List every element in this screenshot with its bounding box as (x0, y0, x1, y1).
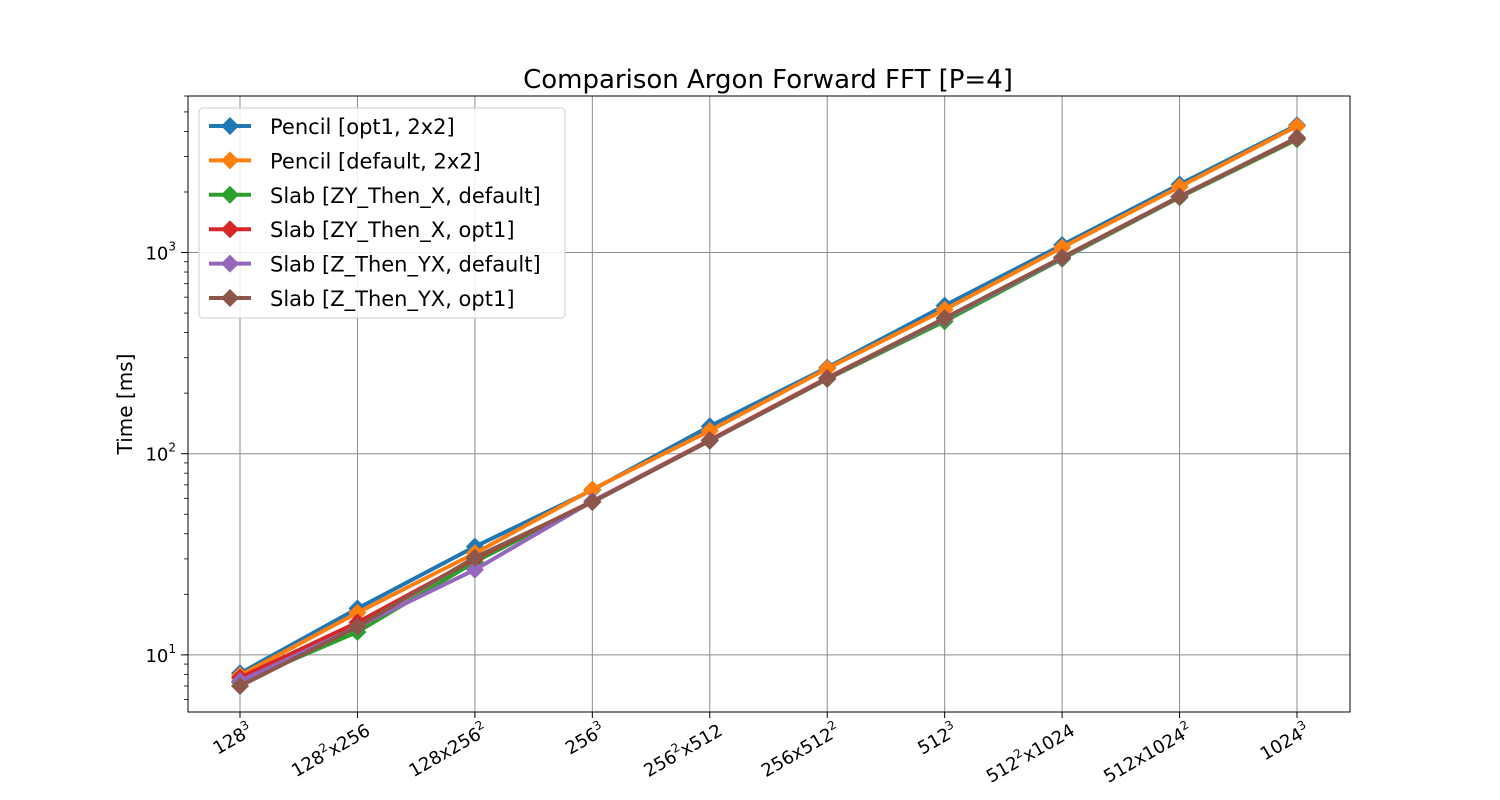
data-point-marker (1053, 248, 1072, 267)
legend-item: Slab [ZY_Then_X, default] (209, 184, 541, 209)
chart-title: Comparison Argon Forward FFT [P=4] (523, 65, 1013, 95)
legend-swatch-marker (221, 185, 239, 204)
plot-area (187, 95, 1351, 713)
data-point-marker (818, 359, 837, 378)
legend-item: Pencil [opt1, 2x2] (209, 115, 455, 139)
y-tick-label: 101 (145, 642, 176, 667)
data-point-marker (231, 677, 249, 696)
series-6 (231, 128, 1306, 696)
data-point-marker (1170, 177, 1189, 196)
data-point-marker (818, 369, 837, 388)
legend-label: Slab [Z_Then_YX, opt1] (270, 287, 515, 312)
data-point-marker (583, 493, 602, 512)
series-line (239, 124, 1298, 678)
legend-label: Slab [Z_Then_YX, default] (270, 253, 541, 278)
series-line (239, 135, 1298, 688)
data-point-marker (700, 421, 719, 440)
legend-swatch-marker (221, 117, 239, 135)
legend-item: Slab [Z_Then_YX, opt1] (209, 287, 515, 312)
data-point-marker (1053, 238, 1072, 257)
legend-swatch-marker (221, 151, 239, 170)
data-point-marker (700, 431, 719, 450)
series-line (239, 123, 1298, 676)
legend-item: Slab [Z_Then_YX, default] (209, 253, 541, 278)
legend-swatch-marker (221, 254, 239, 273)
legend-item: Slab [ZY_Then_X, opt1] (209, 218, 515, 243)
y-tick-label: 102 (145, 441, 176, 466)
data-point-marker (583, 480, 602, 499)
series-layer (231, 116, 1306, 696)
data-point-marker (465, 548, 484, 567)
data-point-marker (935, 309, 954, 328)
legend-label: Slab [ZY_Then_X, opt1] (270, 218, 515, 243)
data-point-marker (348, 603, 367, 622)
legend-swatch-marker (221, 220, 239, 239)
legend-box (198, 107, 566, 319)
legend-label: Slab [ZY_Then_X, default] (270, 184, 541, 209)
y-tick-label: 103 (145, 240, 176, 265)
legend-label: Pencil [opt1, 2x2] (270, 115, 455, 139)
y-axis-label: Time [ms] (113, 354, 137, 456)
legend: Pencil [opt1, 2x2] Pencil [default, 2x2] S… (198, 107, 566, 319)
data-point-marker (1170, 187, 1189, 206)
data-point-marker (1288, 117, 1306, 136)
legend-label: Pencil [default, 2x2] (270, 149, 481, 173)
legend-item: Pencil [default, 2x2] (209, 149, 481, 173)
legend-swatch-marker (221, 289, 239, 307)
data-point-marker (1288, 128, 1306, 147)
data-point-marker (465, 560, 484, 579)
data-point-marker (348, 617, 367, 636)
y-axis-ticks: 101 102 103 (145, 95, 188, 700)
